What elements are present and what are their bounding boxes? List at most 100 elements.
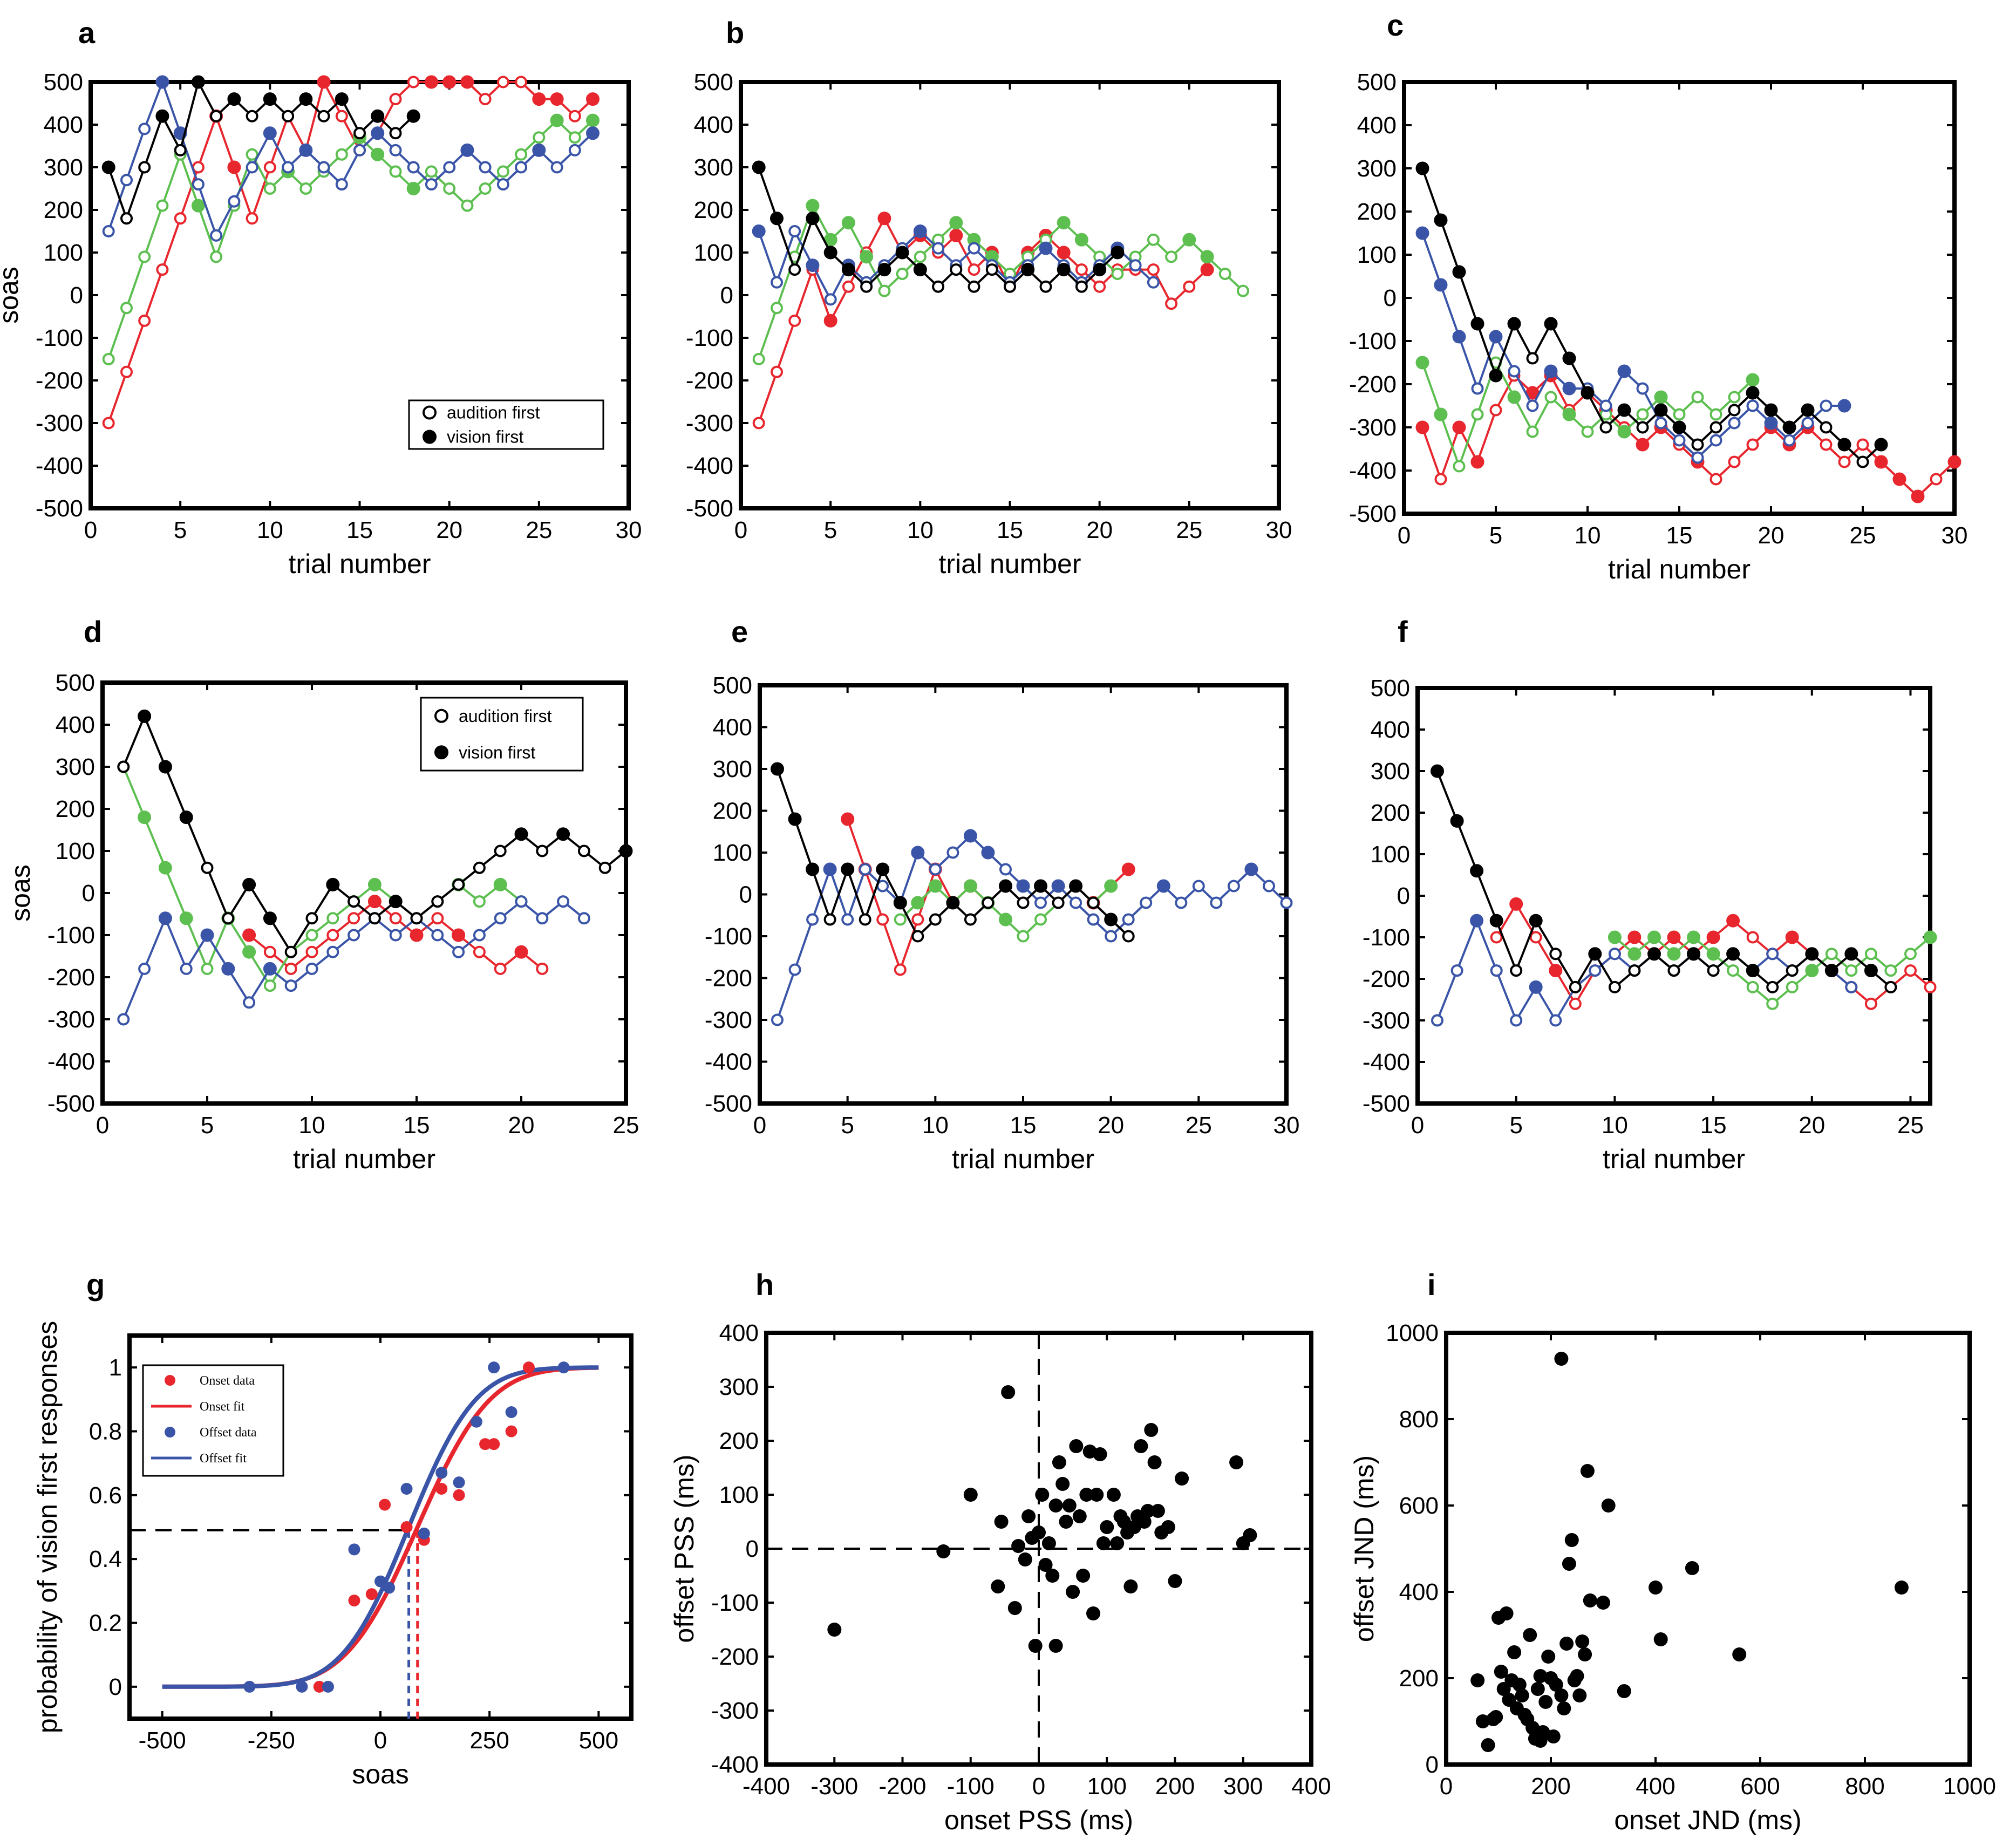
y-tick-label: -300 — [686, 410, 733, 437]
data-point-black — [536, 844, 549, 857]
data-point-black — [1636, 421, 1649, 434]
data-point-blue — [443, 161, 456, 174]
data-point-black — [1824, 964, 1838, 978]
x-tick-label: 250 — [469, 1727, 509, 1754]
data-point-blue — [550, 161, 563, 174]
legend-label: Offset fit — [200, 1452, 247, 1466]
data-point-blue — [1526, 399, 1539, 412]
data-point-blue — [243, 996, 256, 1009]
data-point-blue — [771, 1013, 784, 1026]
data-point-black — [1608, 980, 1621, 993]
onset-data-point — [479, 1438, 492, 1450]
data-point-green — [1864, 948, 1877, 961]
data-point-black — [1544, 317, 1558, 331]
data-point-black — [1709, 421, 1722, 434]
data-point-black — [1588, 947, 1602, 961]
scatter-point — [1564, 1533, 1579, 1547]
data-point-black — [1707, 964, 1720, 977]
data-point-green — [1746, 373, 1760, 387]
scatter-point — [1032, 1525, 1046, 1540]
x-tick-label: 15 — [1700, 1112, 1727, 1139]
x-axis-label: soas — [352, 1759, 409, 1789]
panel-a: 0 5 10 15 20 25 30 -500 -400 -300 -200 -100 0 100 200 3… — [0, 16, 642, 579]
data-point-green — [443, 182, 456, 195]
data-point-black — [895, 246, 909, 260]
data-point-blue — [335, 178, 348, 191]
legend-label: audition first — [459, 706, 552, 726]
data-point-blue — [263, 962, 277, 976]
data-point-green — [1727, 964, 1740, 977]
scatter-point — [1052, 1455, 1066, 1469]
data-point-black — [1667, 964, 1680, 977]
data-point-black — [179, 810, 193, 825]
scatter-point — [1601, 1498, 1616, 1513]
data-point-black — [284, 945, 297, 958]
y-tick-label: 100 — [44, 240, 83, 266]
data-point-blue — [1783, 434, 1796, 447]
panel-letter: f — [1398, 615, 1408, 649]
data-point-blue — [479, 161, 492, 174]
panel-f: 0 5 10 15 20 25 -500 -400 -300 -200 -100 0 100 200 300… — [1363, 615, 1937, 1174]
data-point-red — [1490, 931, 1503, 944]
data-point-red — [1569, 997, 1582, 1010]
y-tick-label: 200 — [694, 197, 733, 223]
data-point-black — [263, 92, 277, 106]
x-tick-label: -250 — [248, 1727, 295, 1754]
data-point-black — [752, 160, 766, 174]
data-point-red — [1820, 438, 1833, 451]
data-point-blue — [1544, 364, 1558, 378]
data-point-red — [102, 417, 115, 430]
data-point-blue — [407, 161, 420, 174]
data-point-black — [788, 263, 801, 276]
data-point-black — [317, 110, 330, 122]
data-point-black — [117, 760, 130, 773]
x-tick-label: 25 — [1897, 1112, 1924, 1139]
y-axis-label: soas — [0, 267, 24, 324]
data-point-black — [823, 246, 837, 260]
data-point-red — [1452, 420, 1466, 434]
data-point-red — [1728, 455, 1741, 468]
data-point-red — [911, 913, 924, 926]
data-point-blue — [1431, 1014, 1443, 1027]
data-point-blue — [963, 829, 977, 843]
scatter-point — [1243, 1528, 1257, 1542]
legend-label: Onset data — [200, 1374, 255, 1388]
data-point-black — [1017, 896, 1030, 909]
data-point-green — [1805, 964, 1819, 978]
data-point-black — [1884, 980, 1897, 993]
data-point-blue — [348, 929, 360, 942]
scatter-point — [1515, 1688, 1529, 1702]
scatter-point — [963, 1488, 978, 1502]
data-point-green — [138, 810, 152, 825]
data-point-black — [1470, 317, 1484, 331]
data-point-green — [1526, 425, 1539, 438]
data-point-blue — [1122, 913, 1135, 926]
data-point-green — [1057, 216, 1071, 230]
x-tick-label: 10 — [299, 1112, 325, 1139]
x-tick-label: 5 — [174, 517, 187, 543]
scatter-point — [1489, 1710, 1503, 1724]
x-tick-label: 15 — [1010, 1112, 1037, 1139]
y-tick-label: -100 — [711, 1590, 759, 1616]
data-point-black — [101, 160, 115, 174]
data-point-blue — [1016, 879, 1030, 893]
data-point-blue — [120, 174, 133, 187]
data-point-blue — [1549, 1014, 1562, 1027]
onset-data-point — [435, 1483, 448, 1495]
data-point-blue — [1490, 964, 1503, 977]
data-point-green — [1647, 930, 1661, 944]
x-tick-label: 10 — [257, 517, 283, 543]
data-point-green — [158, 861, 172, 875]
data-point-red — [1075, 263, 1088, 276]
y-tick-label: -300 — [711, 1698, 759, 1724]
data-point-red — [876, 913, 889, 926]
data-point-blue — [326, 945, 339, 958]
scatter-point — [1021, 1509, 1036, 1523]
data-point-black — [155, 109, 169, 123]
scatter-point — [1055, 1477, 1070, 1491]
y-tick-label: 200 — [1371, 800, 1410, 826]
y-tick-label: -100 — [686, 325, 733, 351]
data-point-red — [1746, 438, 1759, 451]
legend-box — [420, 697, 584, 772]
data-point-black — [1021, 263, 1035, 277]
